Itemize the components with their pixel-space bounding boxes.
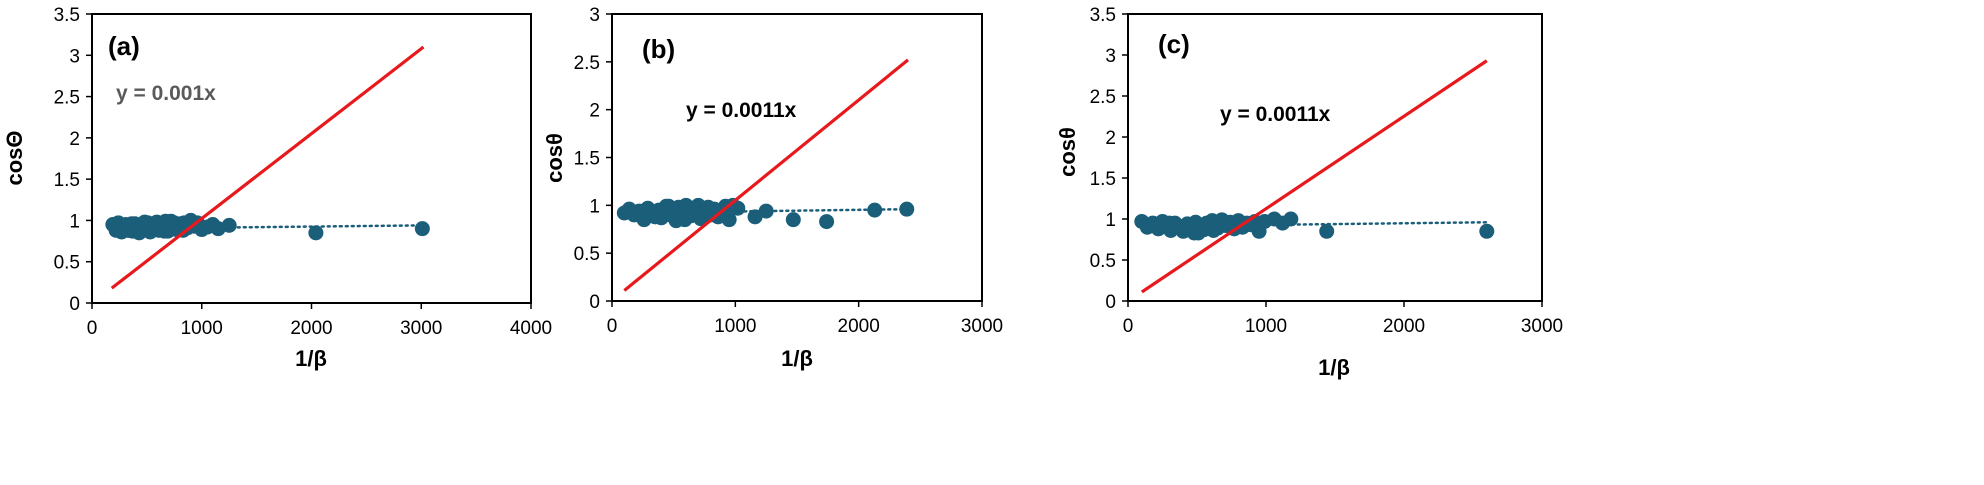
panel-b-label: (b) <box>642 34 675 64</box>
panel-b-xlabel: 1/β <box>781 346 813 371</box>
panel-c-data-point <box>1283 211 1299 227</box>
panel-c-data-point <box>1186 225 1202 241</box>
panel-a-data-point <box>221 217 237 233</box>
panel-a-data-point <box>308 225 324 241</box>
panel-a-xlabel: 1/β <box>295 346 327 371</box>
panel-b-equation: y = 0.0011x <box>686 99 797 122</box>
panel-c-xtick-label: 3000 <box>1521 316 1563 337</box>
panel-a-xtick-label: 2000 <box>290 318 332 339</box>
panel-a-marks: 0 1000 2000 3000 4000 0 0.5 1 1.5 2 2.5 3 3.5 <box>54 5 553 339</box>
panel-a-equation: y = 0.001x <box>116 82 216 105</box>
panel-b-ytick-label: 0.5 <box>574 244 600 265</box>
panel-b-ylabel: cosθ <box>542 133 567 183</box>
panel-a-label: (a) <box>108 31 140 61</box>
panel-b: 0 1000 2000 3000 0 0.5 1 1.5 2 2.5 3 (b) y = 0.001… <box>542 5 1003 371</box>
panel-a-xtick-label: 0 <box>87 318 98 339</box>
panel-b-data-point <box>785 212 801 228</box>
panel-c-ytick-label: 0 <box>1105 292 1116 313</box>
panel-a-ytick-label: 1.5 <box>54 170 80 191</box>
panel-c-ytick-label: 2.5 <box>1090 87 1116 108</box>
panel-b-ytick-label: 2 <box>589 101 600 122</box>
panel-a-ytick-label: 0.5 <box>54 253 80 274</box>
panel-a-xtick-label: 3000 <box>400 318 442 339</box>
panel-b-ytick-label: 1.5 <box>574 149 600 170</box>
panel-c-fit-line <box>1140 221 1489 228</box>
panel-b-data-point <box>819 214 835 230</box>
panel-b-ytick-label: 0 <box>589 292 600 313</box>
panel-c-data-point <box>1161 215 1177 231</box>
panel-c-ytick-label: 0.5 <box>1090 251 1116 272</box>
panel-b-data-point <box>653 210 669 226</box>
panel-b-marks: 0 1000 2000 3000 0 0.5 1 1.5 2 2.5 3 <box>574 5 1004 337</box>
panel-c-ytick-label: 1.5 <box>1090 169 1116 190</box>
panel-a-ytick-label: 0 <box>69 294 80 315</box>
panel-a-frame <box>91 13 532 304</box>
panel-a-ytick-label: 2 <box>69 129 80 150</box>
panel-b-data-point <box>721 212 737 228</box>
panel-c-xtick-label: 2000 <box>1383 316 1425 337</box>
panel-c-label: (c) <box>1158 29 1190 59</box>
panel-c-model-line <box>1140 59 1488 294</box>
panel-c: 0 1000 2000 3000 0 0.5 1 1.5 2 2.5 3 3.5 (c) y = 0.… <box>1055 5 1563 380</box>
panel-a-xtick-label: 4000 <box>510 318 552 339</box>
panel-c-xlabel: 1/β <box>1318 355 1350 380</box>
panel-b-ytick-label: 3 <box>589 5 600 26</box>
panel-b-data-point <box>899 201 915 217</box>
panel-c-marks: 0 1000 2000 3000 0 0.5 1 1.5 2 2.5 3 3.5 <box>1090 5 1564 337</box>
panel-c-xtick-label: 1000 <box>1245 316 1287 337</box>
panel-c-equation: y = 0.0011x <box>1220 103 1331 126</box>
panel-c-ytick-label: 1 <box>1105 210 1116 231</box>
panel-a-model-line <box>110 45 425 290</box>
panel-a-ylabel: cosΘ <box>2 130 27 185</box>
panel-a-xtick-label: 1000 <box>181 318 223 339</box>
panel-c-ytick-label: 3.5 <box>1090 5 1116 26</box>
panel-b-xtick-label: 1000 <box>714 316 756 337</box>
panel-b-xtick-label: 3000 <box>961 316 1003 337</box>
panel-c-data-point <box>1479 223 1495 239</box>
panel-b-xtick-label: 0 <box>607 316 618 337</box>
panel-b-data-point <box>758 203 774 219</box>
panel-a-data-point <box>414 221 430 237</box>
panel-b-data-point <box>677 212 693 228</box>
panel-c-ytick-label: 3 <box>1105 46 1116 67</box>
panel-b-data-point <box>730 200 746 216</box>
panel-a-data-point <box>176 215 192 231</box>
panel-b-data-point <box>692 207 708 223</box>
panel-c-xtick-label: 0 <box>1123 316 1134 337</box>
panel-b-data-point <box>747 209 763 225</box>
panel-a-ytick-label: 3 <box>69 46 80 67</box>
panel-a-ytick-label: 2.5 <box>54 88 80 109</box>
panel-b-model-line <box>623 58 910 292</box>
panel-b-data-point <box>867 202 883 218</box>
panel-c-data-point <box>1149 219 1165 235</box>
panel-c-ylabel: cosθ <box>1055 127 1080 177</box>
panel-c-data-point <box>1319 223 1335 239</box>
panel-c-frame <box>1127 13 1543 302</box>
panel-a: 0 1000 2000 3000 4000 0 0.5 1 1.5 2 2.5 3 3.5 (a) y … <box>2 5 552 371</box>
panel-c-data-point <box>1206 222 1222 238</box>
panel-b-ytick-label: 2.5 <box>574 53 600 74</box>
panel-c-ytick-label: 2 <box>1105 128 1116 149</box>
panel-a-ytick-label: 1 <box>69 211 80 232</box>
panel-b-ytick-label: 1 <box>589 196 600 217</box>
panel-c-data-point <box>1217 217 1233 233</box>
panel-b-xtick-label: 2000 <box>838 316 880 337</box>
panel-a-fit-line <box>110 224 425 230</box>
panel-a-ytick-label: 3.5 <box>54 5 80 26</box>
